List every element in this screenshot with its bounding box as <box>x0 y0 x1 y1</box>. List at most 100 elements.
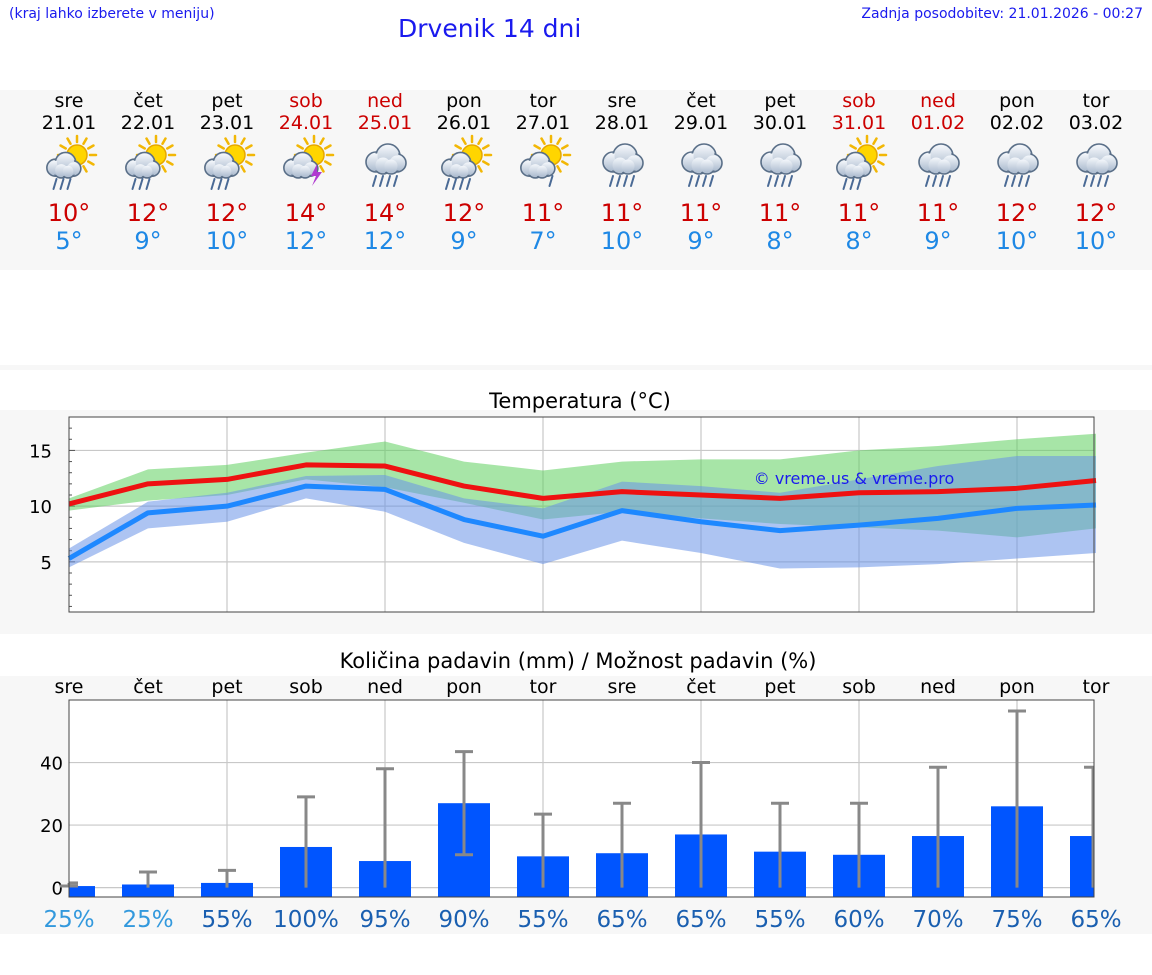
precip-probability: 90% <box>438 907 489 933</box>
forecast-day-name: sob <box>842 90 876 112</box>
forecast-tmax: 12° <box>127 199 170 227</box>
tmin-line <box>67 483 1097 561</box>
sun-cloud-rain-icon <box>204 134 256 190</box>
precip-probability: 25% <box>43 907 94 933</box>
forecast-date: 22.01 <box>121 112 175 134</box>
precip-bar <box>69 886 95 897</box>
forecast-day-name: čet <box>686 90 716 112</box>
forecast-date: 31.01 <box>832 112 886 134</box>
forecast-day-name: pet <box>211 90 242 112</box>
sun-cloud-rain-icon <box>125 134 177 190</box>
forecast-tmin: 12° <box>364 227 407 255</box>
cloud-rain-icon <box>997 143 1039 187</box>
precip-chart-title: Količina padavin (mm) / Možnost padavin … <box>340 649 817 673</box>
forecast-tmin: 8° <box>845 227 872 255</box>
forecast-day-name: sre <box>608 90 637 112</box>
sun-cloud-thunder-icon <box>283 134 335 186</box>
precip-day-label: pon <box>446 676 482 698</box>
forecast-tmax: 11° <box>838 199 881 227</box>
precip-probability: 100% <box>273 907 339 933</box>
precip-plot-frame <box>68 699 1095 898</box>
sun-cloud-heavy-rain-icon <box>441 134 493 190</box>
forecast-tmin: 9° <box>687 227 714 255</box>
cloud-rain-icon <box>1076 143 1118 187</box>
precip-probability: 55% <box>754 907 805 933</box>
forecast-day-name: pon <box>999 90 1035 112</box>
cloud-rain-icon <box>365 143 407 187</box>
precip-bar <box>201 882 253 897</box>
forecast-tmin: 10° <box>206 227 249 255</box>
precip-day-label: sob <box>289 676 323 698</box>
cloud-rain-icon <box>602 143 644 187</box>
precip-probability: 75% <box>991 907 1042 933</box>
precip-day-label: pet <box>764 676 795 698</box>
forecast-band <box>0 90 1152 270</box>
temp-chart-title: Temperatura (°C) <box>488 389 671 413</box>
forecast-tmax: 12° <box>1075 199 1118 227</box>
forecast-strip: sre21.0110°5°čet22.0112°9°pet23.0112°10°… <box>42 90 1123 255</box>
precip-bar <box>122 884 174 897</box>
forecast-tmin: 9° <box>450 227 477 255</box>
forecast-tmin: 10° <box>1075 227 1118 255</box>
precip-ytick-label: 20 <box>40 816 63 837</box>
precip-probability: 55% <box>517 907 568 933</box>
forecast-tmin: 12° <box>285 227 328 255</box>
forecast-date: 30.01 <box>753 112 807 134</box>
forecast-tmax: 14° <box>285 199 328 227</box>
cloud-rain-icon <box>918 143 960 187</box>
precip-day-label: tor <box>1083 676 1110 698</box>
precip-probability: 55% <box>201 907 252 933</box>
forecast-day-name: ned <box>920 90 956 112</box>
precip-day-label: tor <box>530 676 557 698</box>
temp-plot-frame <box>68 416 1095 613</box>
forecast-date: 26.01 <box>437 112 491 134</box>
sun-cloud-rain-icon <box>836 134 888 190</box>
forecast-tmin: 10° <box>601 227 644 255</box>
forecast-day-name: tor <box>530 90 557 112</box>
cloud-rain-icon <box>760 143 802 187</box>
forecast-date: 23.01 <box>200 112 254 134</box>
temp-ytick-label: 5 <box>41 553 52 574</box>
forecast-day-name: pon <box>446 90 482 112</box>
forecast-tmin: 5° <box>55 227 82 255</box>
forecast-date: 27.01 <box>516 112 570 134</box>
forecast-tmin: 9° <box>134 227 161 255</box>
forecast-tmax: 11° <box>759 199 802 227</box>
precip-probability: 65% <box>675 907 726 933</box>
temp-ytick-label: 15 <box>29 441 52 462</box>
forecast-tmax: 11° <box>601 199 644 227</box>
location-hint: (kraj lahko izberete v meniju) <box>9 6 215 22</box>
precip-probability: 25% <box>122 907 173 933</box>
precip-probability: 65% <box>596 907 647 933</box>
temp-ytick-label: 10 <box>29 497 52 518</box>
watermark: © vreme.us & vreme.pro <box>754 469 955 488</box>
forecast-date: 24.01 <box>279 112 333 134</box>
forecast-date: 01.02 <box>911 112 965 134</box>
precipitation-chart: Količina padavin (mm) / Možnost padavin … <box>40 649 1121 933</box>
precip-day-label: sre <box>608 676 637 698</box>
sun-cloud-rain-icon <box>46 134 98 190</box>
last-update: Zadnja posodobitev: 21.01.2026 - 00:27 <box>861 6 1143 22</box>
sun-cloud-light-rain-icon <box>520 134 572 187</box>
precip-day-label: pet <box>211 676 242 698</box>
forecast-tmax: 12° <box>443 199 486 227</box>
temperature-chart: Temperatura (°C) 5 10 15 © vreme.us & vreme.… <box>29 389 1097 613</box>
forecast-tmax: 14° <box>364 199 407 227</box>
precip-probability: 70% <box>912 907 963 933</box>
forecast-date: 25.01 <box>358 112 412 134</box>
forecast-day-name: čet <box>133 90 163 112</box>
forecast-day-name: sre <box>55 90 84 112</box>
precip-day-label: čet <box>686 676 716 698</box>
precip-day-label: ned <box>920 676 956 698</box>
forecast-date: 03.02 <box>1069 112 1123 134</box>
forecast-date: 29.01 <box>674 112 728 134</box>
precip-probability: 60% <box>833 907 884 933</box>
page-title: Drvenik 14 dni <box>398 14 582 43</box>
forecast-date: 28.01 <box>595 112 649 134</box>
forecast-tmax: 12° <box>996 199 1039 227</box>
precip-day-label: pon <box>999 676 1035 698</box>
precip-probability: 95% <box>359 907 410 933</box>
cloud-rain-icon <box>681 143 723 187</box>
precip-ytick-label: 40 <box>40 754 63 775</box>
forecast-day-name: ned <box>367 90 403 112</box>
